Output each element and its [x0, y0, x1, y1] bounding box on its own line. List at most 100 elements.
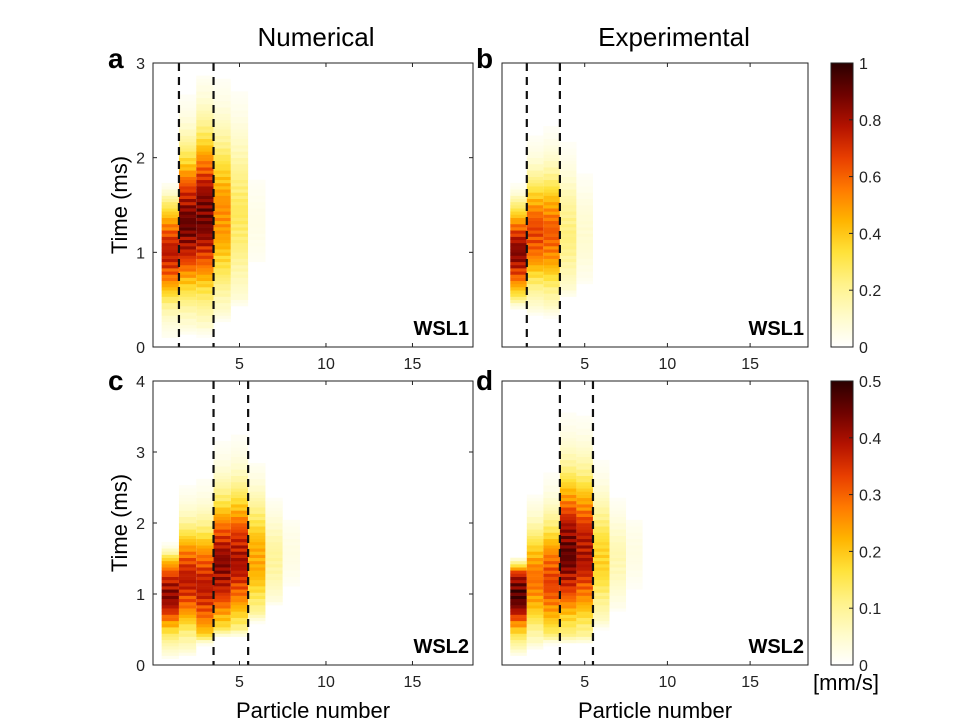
heat-cell	[213, 160, 231, 165]
heat-cell	[592, 620, 610, 625]
heat-cell	[609, 497, 627, 502]
heat-cell	[282, 548, 301, 552]
heat-cell	[576, 422, 593, 426]
heat-cell	[230, 557, 249, 562]
heat-cell	[576, 617, 593, 622]
particle-column-5	[576, 173, 593, 285]
heat-cell	[213, 258, 231, 263]
heat-cell	[178, 627, 197, 631]
heat-cell	[248, 189, 266, 193]
heat-cell	[230, 453, 249, 458]
heat-cell	[609, 567, 627, 571]
heat-cell	[196, 328, 214, 332]
heat-cell	[213, 608, 231, 612]
heat-cell	[178, 167, 197, 171]
heat-cell	[526, 570, 544, 574]
particle-column-2	[526, 135, 544, 316]
heat-cell	[592, 529, 610, 533]
heat-cell	[178, 331, 197, 335]
heat-cell	[213, 249, 231, 253]
heat-cell	[248, 608, 266, 612]
heat-cell	[576, 271, 593, 275]
heat-cell	[178, 157, 197, 162]
heat-cell	[543, 315, 560, 319]
heat-cell	[609, 579, 627, 584]
heat-cell	[510, 627, 527, 631]
heat-cell	[576, 198, 593, 203]
heat-cell	[178, 551, 197, 555]
heat-cell	[230, 230, 249, 234]
particle-column-8	[282, 519, 301, 587]
heat-cell	[526, 614, 544, 618]
heat-cell	[526, 148, 544, 152]
heat-cell	[592, 608, 610, 612]
heat-cell	[248, 466, 266, 470]
heat-cell	[559, 176, 577, 181]
heat-cell	[265, 582, 283, 587]
heat-cell	[576, 186, 593, 190]
heat-cell	[543, 582, 560, 587]
heat-cell	[526, 538, 544, 543]
heat-cell	[178, 639, 197, 644]
heat-cell	[196, 198, 214, 203]
heat-cell	[196, 576, 214, 581]
heat-cell	[213, 526, 231, 530]
particle-column-1	[161, 182, 179, 338]
heat-cell	[510, 579, 527, 584]
heat-cell	[559, 208, 577, 212]
heat-cell	[526, 236, 544, 241]
heat-cell	[609, 598, 627, 603]
heat-cell	[510, 567, 527, 571]
heat-cell	[526, 239, 544, 244]
heat-cell	[230, 157, 249, 162]
heat-cell	[161, 205, 179, 209]
heat-cell	[196, 163, 214, 168]
heat-cell	[543, 170, 560, 174]
heat-cell	[526, 163, 544, 168]
heat-cell	[213, 567, 231, 571]
heat-cell	[559, 488, 577, 492]
heat-cell	[526, 138, 544, 143]
heat-cell	[178, 170, 197, 174]
heat-cell	[230, 141, 249, 146]
heat-cell	[178, 97, 197, 102]
heat-cell	[196, 100, 214, 105]
heat-cell	[178, 579, 197, 584]
heat-cell	[196, 315, 214, 319]
heat-cell	[510, 642, 527, 647]
heat-cell	[178, 227, 197, 231]
heat-cell	[178, 497, 197, 502]
heat-cell	[230, 100, 249, 105]
column-title-numerical: Numerical	[257, 22, 374, 52]
heat-cell	[161, 620, 179, 625]
heat-cell	[213, 122, 231, 127]
heat-cell	[543, 233, 560, 237]
heat-cell	[178, 113, 197, 117]
heat-cell	[213, 507, 231, 511]
heat-cell	[559, 557, 577, 562]
heat-cell	[265, 595, 283, 600]
colorbar-gradient	[830, 380, 854, 666]
heat-cell	[526, 173, 544, 177]
heat-cell	[161, 617, 179, 622]
heat-cell	[213, 305, 231, 310]
heat-cell	[213, 132, 231, 136]
heat-cell	[510, 252, 527, 256]
heat-cell	[213, 198, 231, 203]
heat-cell	[196, 110, 214, 114]
heat-cell	[576, 519, 593, 524]
heat-cell	[230, 497, 249, 502]
heat-cell	[592, 605, 610, 609]
heat-cell	[510, 258, 527, 263]
heat-cell	[592, 573, 610, 577]
heat-cell	[576, 268, 593, 272]
heat-cell	[543, 504, 560, 508]
heat-cell	[213, 163, 231, 168]
heat-cell	[230, 523, 249, 527]
heat-cell	[161, 214, 179, 218]
heat-cell	[510, 287, 527, 291]
heat-cell	[543, 201, 560, 206]
heat-cell	[626, 570, 643, 574]
heat-cell	[161, 627, 179, 631]
heat-cell	[248, 595, 266, 600]
